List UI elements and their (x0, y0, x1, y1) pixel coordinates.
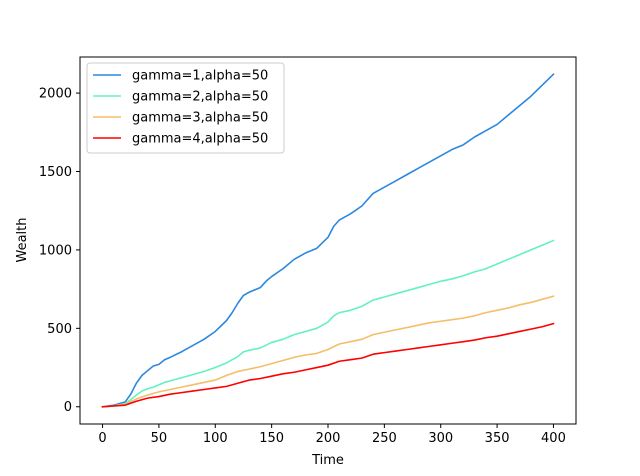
x-tick-label: 0 (98, 431, 106, 446)
series-line-2 (101, 239, 555, 408)
legend-items: gamma=1,alpha=50 gamma=2,alpha=50 gamma=3,… (93, 69, 268, 147)
series-layer (101, 73, 555, 408)
x-tick-label: 350 (485, 431, 510, 446)
y-axis: 0 500 1000 1500 2000 (39, 87, 80, 415)
series-line-1 (101, 73, 555, 408)
legend-frame (86, 62, 285, 154)
y-tick-label: 2000 (39, 87, 72, 102)
y-tick-label: 0 (64, 400, 72, 415)
y-axis-label: Wealth (15, 217, 30, 262)
y-tick-label: 1500 (39, 165, 72, 180)
y-tick-label: 1000 (39, 243, 72, 258)
legend-label-2: gamma=2,alpha=50 (132, 90, 268, 105)
x-tick-label: 150 (259, 431, 284, 446)
x-tick-label: 200 (316, 431, 341, 446)
x-tick-label: 250 (372, 431, 397, 446)
legend-label-1: gamma=1,alpha=50 (132, 69, 268, 84)
series-line-3 (101, 295, 555, 408)
legend-label-3: gamma=3,alpha=50 (132, 111, 268, 126)
series-line-4 (101, 322, 555, 408)
x-axis: 0 50 100 150 200 250 300 350 400 (98, 424, 566, 446)
x-tick-label: 300 (428, 431, 453, 446)
y-tick-label: 500 (47, 322, 72, 337)
x-tick-label: 400 (541, 431, 566, 446)
x-axis-label: Time (311, 453, 344, 468)
legend: gamma=1,alpha=50 gamma=2,alpha=50 gamma=3,… (86, 62, 285, 154)
x-tick-label: 100 (203, 431, 228, 446)
x-tick-label: 50 (151, 431, 168, 446)
legend-label-4: gamma=4,alpha=50 (132, 132, 268, 147)
